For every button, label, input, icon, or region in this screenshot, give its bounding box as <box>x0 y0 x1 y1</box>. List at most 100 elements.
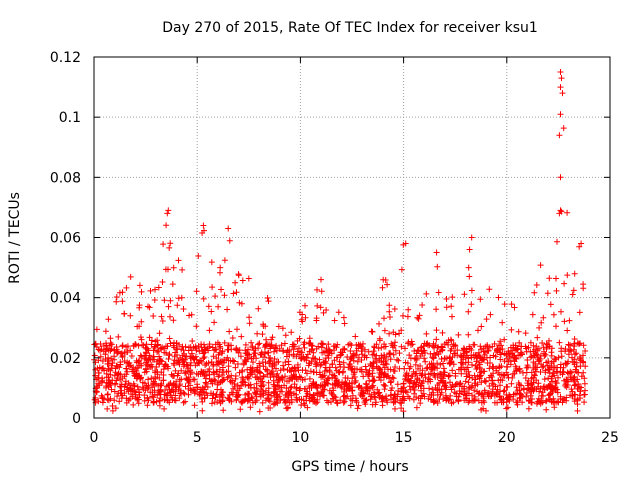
data-point <box>434 386 441 393</box>
data-point <box>528 353 535 360</box>
data-point <box>390 367 397 374</box>
data-point <box>474 381 481 388</box>
data-point <box>434 360 441 367</box>
data-point <box>440 360 447 367</box>
data-point <box>325 341 332 348</box>
data-point <box>524 357 531 363</box>
data-point <box>483 378 489 384</box>
data-point <box>545 375 552 382</box>
data-point <box>559 397 566 403</box>
data-point <box>448 400 455 407</box>
data-point <box>211 319 218 326</box>
tick-labels: 0 5 10 15 20 25 0 0.02 0.04 0.06 0.08 0.1 0.12 <box>50 50 619 446</box>
data-point <box>428 360 435 367</box>
data-point <box>406 383 413 390</box>
data-point <box>421 355 428 362</box>
data-point <box>144 402 151 409</box>
data-point <box>152 367 158 374</box>
data-point <box>556 339 563 346</box>
data-point <box>283 353 290 360</box>
data-point <box>191 390 198 397</box>
data-point <box>174 358 180 365</box>
data-point <box>381 315 387 322</box>
data-point <box>575 369 581 376</box>
data-point <box>336 361 343 368</box>
data-point <box>577 340 583 347</box>
data-point <box>433 336 440 343</box>
data-point <box>484 391 491 398</box>
data-point <box>453 380 460 387</box>
data-point <box>283 405 290 412</box>
data-point <box>279 377 286 383</box>
y-axis-label: ROTI / TECUs <box>7 192 23 284</box>
data-point <box>392 347 399 354</box>
data-point <box>137 352 144 359</box>
data-point <box>233 289 240 296</box>
data-point <box>516 339 523 346</box>
data-point <box>316 369 323 376</box>
data-point <box>113 298 120 305</box>
data-point <box>194 384 201 391</box>
data-point <box>151 297 158 303</box>
data-point <box>537 369 544 375</box>
data-point <box>378 344 385 351</box>
data-point <box>220 407 227 414</box>
data-point <box>557 369 564 376</box>
data-point <box>167 313 173 320</box>
data-point <box>121 310 128 317</box>
data-point <box>155 284 162 291</box>
data-point <box>503 405 510 412</box>
data-point <box>452 350 459 357</box>
data-point <box>364 384 371 391</box>
data-point <box>415 395 422 402</box>
data-point <box>370 348 377 355</box>
data-point <box>392 364 399 370</box>
data-point <box>542 351 549 358</box>
data-point <box>212 293 219 300</box>
data-point <box>539 364 546 371</box>
data-point <box>302 314 309 321</box>
data-point <box>506 391 513 398</box>
data-point <box>102 328 109 335</box>
data-point <box>490 363 497 370</box>
data-point <box>215 351 222 358</box>
data-point <box>395 357 402 364</box>
data-point <box>319 388 326 395</box>
data-point <box>102 351 109 358</box>
data-point <box>164 210 171 217</box>
data-point <box>376 389 383 396</box>
data-point <box>441 341 448 347</box>
data-point <box>428 392 435 398</box>
data-point <box>559 90 566 97</box>
data-point <box>280 366 287 372</box>
data-point <box>478 368 485 375</box>
data-point <box>346 380 353 386</box>
data-point <box>344 393 351 400</box>
data-point <box>499 319 506 326</box>
data-point <box>195 253 202 259</box>
data-point <box>487 311 494 318</box>
data-point <box>383 353 390 360</box>
data-point <box>228 372 235 379</box>
data-point <box>341 320 348 327</box>
data-point <box>198 341 205 348</box>
data-point <box>387 366 394 373</box>
data-point <box>131 382 138 389</box>
data-point <box>244 366 251 373</box>
data-point <box>318 288 325 295</box>
data-point <box>329 381 336 388</box>
data-point <box>268 392 275 399</box>
data-point <box>530 379 537 386</box>
data-point <box>472 397 478 404</box>
data-point <box>273 365 279 372</box>
data-point <box>404 360 411 367</box>
data-point <box>475 349 482 356</box>
data-point <box>282 332 289 339</box>
data-point <box>254 330 261 337</box>
data-point <box>242 341 249 348</box>
data-point <box>427 396 434 403</box>
data-point <box>439 347 446 354</box>
data-point <box>392 339 398 346</box>
data-point <box>252 390 259 397</box>
data-point <box>566 317 573 324</box>
